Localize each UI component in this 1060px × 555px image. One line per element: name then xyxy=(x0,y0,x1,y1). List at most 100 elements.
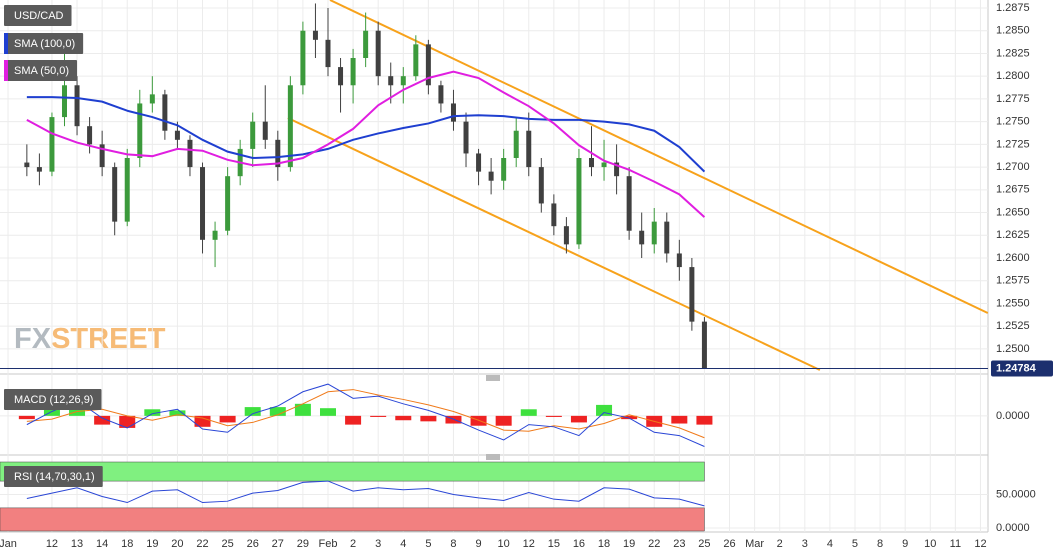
candle-body xyxy=(576,158,582,245)
histogram-bar xyxy=(445,415,462,424)
indicator-label: SMA (100,0) xyxy=(4,33,84,54)
y-tick-label: 1.2800 xyxy=(996,70,1030,82)
candle-body xyxy=(450,103,456,122)
y-tick-label: 1.2675 xyxy=(996,184,1030,196)
overbought-zone xyxy=(0,461,705,482)
histogram-bar xyxy=(294,403,311,416)
histogram-bar xyxy=(119,415,136,428)
histogram-bar xyxy=(696,415,713,425)
candle-body xyxy=(526,130,532,168)
x-tick-label: 10 xyxy=(924,538,936,550)
x-tick-label: 12 xyxy=(46,538,58,550)
histogram-bar xyxy=(570,415,587,423)
candle-body xyxy=(338,67,344,86)
x-tick-label: 19 xyxy=(146,538,158,550)
rsi-line xyxy=(26,480,705,507)
candle-body xyxy=(187,139,193,168)
x-tick-label: 12 xyxy=(523,538,535,550)
histogram-bar xyxy=(194,415,211,427)
histogram-bar xyxy=(69,404,86,416)
x-tick-label: 2 xyxy=(350,538,356,550)
x-tick-label: 5 xyxy=(852,538,858,550)
x-tick-label: 18 xyxy=(598,538,610,550)
x-tick-label: Mar xyxy=(745,538,764,550)
histogram-bar xyxy=(169,410,186,416)
candle-body xyxy=(363,30,369,58)
resize-handle[interactable] xyxy=(486,454,500,460)
candle-body xyxy=(275,139,281,168)
histogram-bar xyxy=(520,409,537,416)
candle-body xyxy=(87,126,93,145)
sma-line xyxy=(26,96,706,173)
x-tick-label: 18 xyxy=(121,538,133,550)
histogram-bar xyxy=(470,415,487,426)
x-tick-label: 8 xyxy=(450,538,456,550)
x-tick-label: 22 xyxy=(648,538,660,550)
y-tick-label: 1.2500 xyxy=(996,343,1030,355)
x-tick-label: 4 xyxy=(400,538,406,550)
candle-body xyxy=(639,230,645,245)
histogram-bar xyxy=(495,415,512,426)
candle-body xyxy=(651,221,657,245)
x-tick-label: 11 xyxy=(950,538,961,550)
label-text: RSI (14,70,30,1) xyxy=(14,471,95,483)
histogram-bar xyxy=(94,415,111,425)
label-box xyxy=(4,389,102,410)
x-tick-label: 12 xyxy=(974,538,986,550)
x-tick-label: 10 xyxy=(498,538,510,550)
candle-body xyxy=(538,167,544,204)
candle-body xyxy=(312,30,318,40)
y-tick-label: 1.2550 xyxy=(996,297,1030,309)
y-tick-label: 50.0000 xyxy=(996,488,1036,500)
y-tick-label: 1.2725 xyxy=(996,138,1030,150)
candle-body xyxy=(24,162,30,168)
y-tick-label: 1.2700 xyxy=(996,161,1030,173)
indicator-label: MACD (12,26,9) xyxy=(4,389,102,410)
x-tick-label: 25 xyxy=(698,538,710,550)
candle-body xyxy=(438,85,444,104)
candle-body xyxy=(513,130,519,158)
histogram-bar xyxy=(18,415,35,420)
candle-body xyxy=(99,144,105,168)
y-tick-label: 1.2775 xyxy=(996,93,1030,105)
candle-body xyxy=(551,203,557,227)
trendline xyxy=(287,117,821,371)
x-tick-label: 15 xyxy=(548,538,560,550)
x-tick-label: 5 xyxy=(425,538,431,550)
candle-body xyxy=(676,253,682,268)
y-tick-label: 0.0000 xyxy=(996,410,1030,422)
x-tick-label: 9 xyxy=(902,538,908,550)
candle-body xyxy=(124,158,130,222)
grid xyxy=(0,0,988,532)
candle-body xyxy=(375,30,381,77)
watermark-part: STREET xyxy=(51,323,166,355)
x-tick-label: Feb xyxy=(319,538,338,550)
x-tick-label: 8 xyxy=(877,538,883,550)
histogram-bar xyxy=(596,404,613,416)
candle-body xyxy=(300,30,306,86)
resize-handle[interactable] xyxy=(486,375,500,381)
x-tick-label: 26 xyxy=(723,538,735,550)
candle-body xyxy=(701,321,707,369)
histogram-bar xyxy=(671,415,688,424)
histogram-bar xyxy=(395,415,412,421)
y-tick-label: 1.2750 xyxy=(996,116,1030,128)
candle-body xyxy=(61,85,67,118)
y-tick-label: 1.2825 xyxy=(996,47,1030,59)
watermark-part: FX xyxy=(14,323,52,355)
candle-body xyxy=(400,76,406,86)
histogram-bar xyxy=(545,415,562,417)
x-tick-label: 3 xyxy=(375,538,381,550)
candle-body xyxy=(325,39,331,68)
candle-body xyxy=(212,230,218,240)
histogram-bar xyxy=(345,415,362,425)
y-tick-label: 0.0000 xyxy=(996,522,1030,534)
last-price-label: 1.24784 xyxy=(996,362,1037,374)
label-stripe xyxy=(4,60,8,81)
candle-body xyxy=(501,158,507,181)
x-tick-label: 25 xyxy=(221,538,233,550)
x-tick-label: 29 xyxy=(297,538,309,550)
x-tick-label: 2 xyxy=(777,538,783,550)
